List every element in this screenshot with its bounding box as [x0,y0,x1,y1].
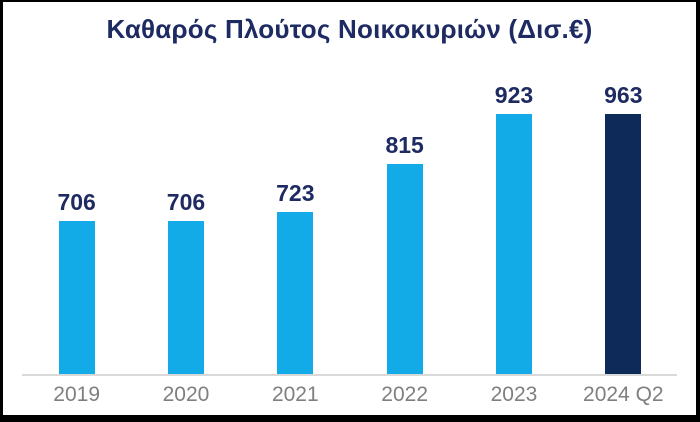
bar-column-2023: 923 [459,84,568,374]
value-label: 923 [494,82,534,108]
x-axis-labels: 2019 2020 2021 2022 2023 2024 Q2 [22,382,678,408]
bar-2020 [167,220,204,374]
bar-2019 [58,220,95,374]
value-label: 706 [166,188,206,215]
value-label: 723 [276,179,315,206]
plot-area: 706 706 723 815 923 963 [22,84,678,374]
bar-2022 [386,164,423,374]
bar-column-2020: 706 [131,84,240,374]
chart-canvas: Καθαρός Πλούτος Νοικοκυριών (Δισ.€) 706 7… [3,2,696,415]
bar-column-2021: 723 [241,84,350,374]
bar-column-2022: 815 [350,84,459,374]
x-axis-tick-label: 2024 Q2 [583,383,664,406]
bar-2024 Q2 [605,114,642,374]
bar-2021 [277,211,314,374]
x-axis-tick-label: 2019 [53,383,101,406]
x-axis-tick-label: 2023 [490,383,538,406]
x-axis-line [22,374,677,376]
value-label: 815 [385,132,424,159]
bar-column-2024 Q2: 963 [569,84,678,374]
bar-column-2019: 706 [22,84,131,374]
x-axis-tick-label: 2022 [381,383,428,406]
value-label: 963 [604,82,643,108]
bar-2023 [495,114,532,374]
chart-title: Καθαρός Πλούτος Νοικοκυριών (Δισ.€) [106,14,593,44]
x-axis-tick-label: 2021 [271,383,319,406]
value-label: 706 [57,188,96,215]
x-axis-tick-label: 2020 [162,383,210,406]
